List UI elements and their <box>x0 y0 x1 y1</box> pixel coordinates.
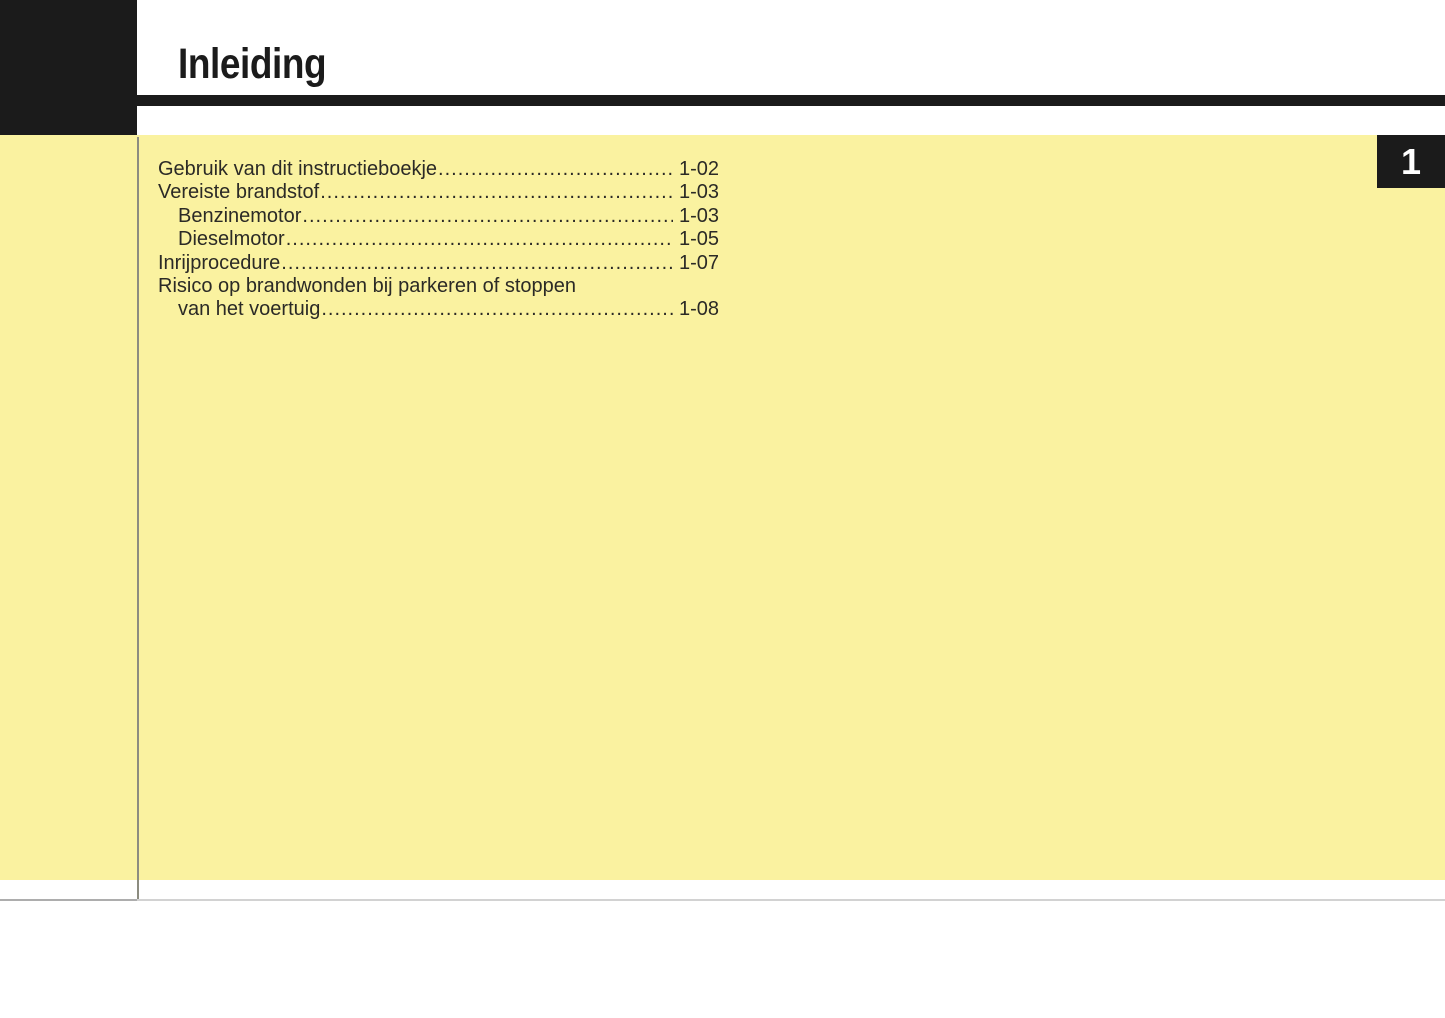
toc-page-number: 1-03 <box>678 204 719 227</box>
chapter-number: 1 <box>1400 140 1422 182</box>
toc-page-number: 1-03 <box>678 181 719 204</box>
toc-entry: van het voertuig........................… <box>158 298 719 321</box>
footer-rule-left <box>0 899 137 901</box>
toc-page-number: 1-08 <box>678 298 719 321</box>
toc-entry-label: Benzinemotor <box>178 204 302 227</box>
toc-leader-dots: ........................................… <box>438 158 673 180</box>
toc-entry: Inrijprocedure..........................… <box>158 252 719 275</box>
toc-entry: Risico op brandwonden bij parkeren of st… <box>158 275 719 298</box>
toc-entry: Benzinemotor............................… <box>158 205 719 228</box>
toc-leader-dots: ........................................… <box>281 251 673 274</box>
toc-entry: Gebruik van dit instructieboekje........… <box>158 158 719 181</box>
toc-entry-label: Inrijprocedure <box>158 251 281 274</box>
toc-entry-label: Vereiste brandstof <box>158 181 320 204</box>
toc-leader-dots: ........................................… <box>320 181 673 204</box>
column-divider-line <box>137 137 139 900</box>
chapter-number-badge: 1 <box>1377 135 1445 188</box>
toc-page-number: 1-07 <box>678 251 719 274</box>
page-title: Inleiding <box>178 40 327 88</box>
header-rule <box>137 95 1445 106</box>
toc-entry: Dieselmotor.............................… <box>158 228 719 251</box>
toc-leader-dots: ........................................… <box>321 298 673 321</box>
toc-leader-dots: ........................................… <box>285 228 673 251</box>
toc-list: Gebruik van dit instructieboekje........… <box>158 158 719 322</box>
toc-page-number: 1-02 <box>678 158 719 180</box>
toc-entry: Vereiste brandstof......................… <box>158 181 719 204</box>
toc-page-number: 1-05 <box>678 228 719 251</box>
toc-entry-label: Gebruik van dit instructieboekje <box>158 158 438 180</box>
toc-entry-label: Risico op brandwonden bij parkeren of st… <box>158 275 577 298</box>
toc-entry-label: van het voertuig <box>178 298 321 321</box>
chapter-corner-block <box>0 0 137 137</box>
content-background <box>0 135 1445 880</box>
toc-leader-dots: ........................................… <box>302 204 673 227</box>
footer-rule-right <box>137 899 1445 901</box>
toc-entry-label: Dieselmotor <box>178 228 285 251</box>
